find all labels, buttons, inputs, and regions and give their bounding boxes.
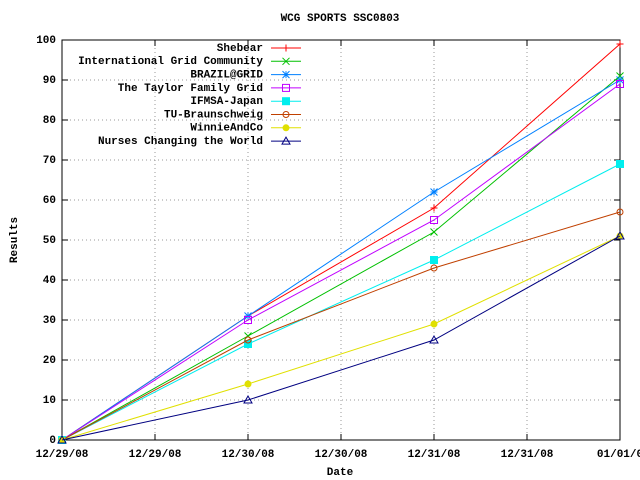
marker (616, 160, 624, 168)
marker (244, 380, 252, 388)
legend-label: The Taylor Family Grid (118, 83, 263, 95)
x-tick-label: 12/30/08 (315, 449, 368, 461)
series-line (61, 235, 621, 441)
legend-label: TU-Braunschweig (164, 109, 263, 121)
x-tick-label: 01/01/0 (597, 449, 640, 461)
marker (430, 264, 438, 272)
legend-label: Shebear (217, 43, 263, 55)
y-tick-label: 80 (43, 115, 56, 127)
marker (430, 204, 438, 212)
chart-title: WCG SPORTS SSC0803 (281, 13, 400, 25)
legend-label: WinnieAndCo (190, 123, 263, 135)
marker (281, 136, 291, 145)
y-axis-label: Results (9, 217, 21, 263)
y-tick-label: 10 (43, 395, 56, 407)
y-tick-label: 0 (49, 435, 56, 447)
series-line (61, 79, 621, 441)
legend-label: Nurses Changing the World (98, 136, 263, 148)
y-tick-label: 40 (43, 275, 56, 287)
marker (430, 188, 438, 196)
marker (430, 216, 438, 224)
marker (282, 97, 290, 106)
y-tick-label: 100 (36, 35, 56, 47)
x-tick-label: 12/31/08 (408, 449, 461, 461)
series-line (61, 163, 621, 441)
y-tick-label: 30 (43, 315, 56, 327)
marker (282, 44, 290, 52)
x-tick-label: 12/30/08 (222, 449, 275, 461)
marker (282, 83, 290, 92)
y-tick-label: 50 (43, 235, 56, 247)
marker (616, 80, 624, 88)
x-tick-label: 12/29/08 (36, 449, 89, 461)
marker (244, 316, 252, 324)
marker (243, 394, 253, 404)
x-axis-label: Date (327, 467, 354, 479)
marker (282, 57, 290, 66)
plot-frame (61, 39, 621, 441)
y-tick-label: 60 (43, 195, 56, 207)
marker (57, 434, 67, 444)
marker (430, 320, 438, 328)
marker (429, 334, 439, 344)
legend-label: BRAZIL@GRID (190, 70, 263, 82)
x-tick-label: 12/29/08 (129, 449, 182, 461)
series (57, 230, 625, 444)
marker (244, 336, 252, 344)
marker (282, 70, 290, 79)
legend-label: International Grid Community (78, 56, 263, 68)
y-tick-label: 70 (43, 155, 56, 167)
marker (430, 228, 438, 236)
marker (616, 40, 624, 48)
marker (430, 256, 438, 264)
series-line (61, 211, 621, 441)
y-tick-label: 20 (43, 355, 56, 367)
marker (282, 111, 290, 118)
series-line (61, 75, 621, 441)
y-tick-label: 90 (43, 75, 56, 87)
series-line (61, 235, 621, 441)
x-tick-label: 12/31/08 (501, 449, 554, 461)
marker (615, 230, 625, 240)
marker (282, 124, 290, 132)
series-line (61, 83, 621, 441)
legend-label: IFMSA-Japan (190, 96, 263, 108)
marker (616, 208, 624, 216)
